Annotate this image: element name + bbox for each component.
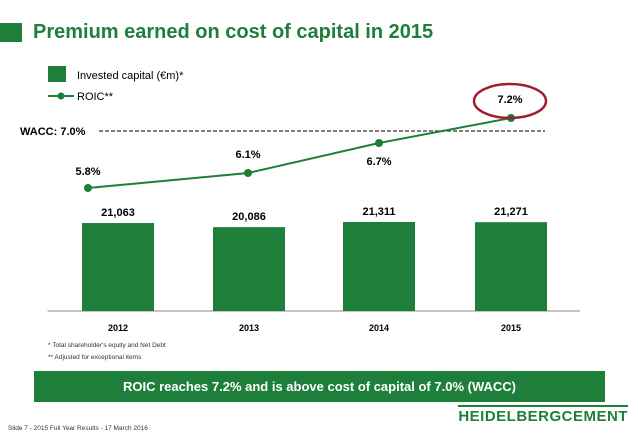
roic-label-2013: 6.1%: [235, 149, 260, 161]
roic-point-2013: [244, 169, 252, 177]
footnote-invested-capital: * Total shareholder's equity and Net Deb…: [48, 342, 166, 349]
conclusion-banner: ROIC reaches 7.2% and is above cost of c…: [34, 371, 605, 402]
highlight-circle-2015: [472, 82, 548, 120]
bar-2015: [475, 222, 547, 311]
x-tick-2014: 2014: [369, 323, 389, 333]
footnotes: * Total shareholder's equity and Net Deb…: [48, 340, 166, 364]
roic-label-2014: 6.7%: [366, 156, 391, 168]
logo-text: HEIDELBERGCEMENT: [458, 408, 628, 425]
slide-footer: Slide 7 - 2015 Full Year Results - 17 Ma…: [8, 425, 148, 432]
x-tick-2015: 2015: [501, 323, 521, 333]
bar-2014: [343, 222, 415, 311]
bar-label-2015: 21,271: [494, 206, 528, 218]
wacc-label: WACC: 7.0%: [20, 126, 86, 138]
bar-label-2013: 20,086: [232, 211, 266, 223]
legend-label-roic: ROIC**: [77, 91, 114, 103]
bar-2013: [213, 227, 285, 311]
legend-label-invested-capital: Invested capital (€m)*: [77, 70, 184, 82]
roic-line: [87, 117, 512, 189]
x-tick-2012: 2012: [108, 323, 128, 333]
conclusion-text: ROIC reaches 7.2% and is above cost of c…: [123, 379, 516, 394]
logo-bar: [458, 405, 628, 407]
company-logo: HEIDELBERGCEMENT: [458, 405, 628, 425]
roic-point-2014: [375, 139, 383, 147]
footnote-roic: ** Adjusted for exceptional items: [48, 354, 142, 361]
roic-point-2012: [84, 184, 92, 192]
page-title: Premium earned on cost of capital in 201…: [33, 21, 434, 43]
bar-label-2014: 21,311: [362, 206, 395, 218]
roic-label-2015: 7.2%: [497, 94, 522, 106]
legend-swatch-invested-capital: [48, 66, 66, 82]
bar-2012: [82, 223, 154, 311]
title-accent-block: [0, 23, 22, 42]
roic-label-2012: 5.8%: [75, 166, 100, 178]
legend-marker-roic: [57, 92, 65, 100]
x-tick-2013: 2013: [239, 323, 259, 333]
bar-label-2012: 21,063: [101, 207, 135, 219]
